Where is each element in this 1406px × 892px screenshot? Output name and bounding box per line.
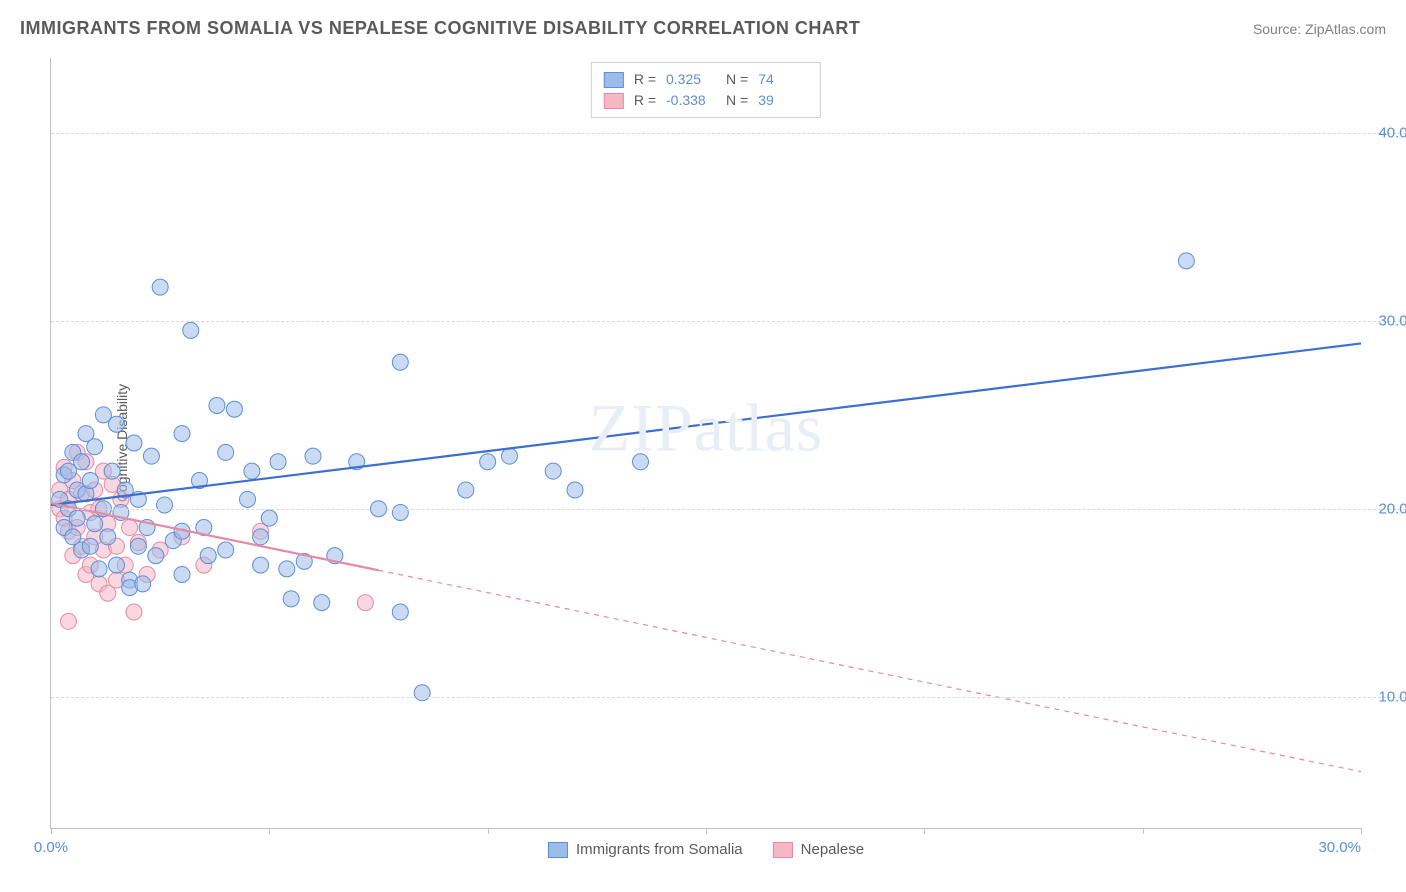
data-point [82, 538, 98, 554]
data-point [130, 538, 146, 554]
data-point [109, 557, 125, 573]
data-point [100, 529, 116, 545]
data-point [480, 454, 496, 470]
chart-area: Cognitive Disability ZIPatlas R = 0.325 … [50, 58, 1361, 829]
data-point [152, 279, 168, 295]
data-point [60, 613, 76, 629]
data-point [392, 354, 408, 370]
data-point [545, 463, 561, 479]
data-point [157, 497, 173, 513]
swatch-series-2 [604, 93, 624, 109]
data-point [135, 576, 151, 592]
data-point [502, 448, 518, 464]
data-point [392, 604, 408, 620]
legend-item-1: Immigrants from Somalia [548, 841, 743, 858]
legend-label-2: Nepalese [801, 841, 864, 858]
legend-bottom: Immigrants from Somalia Nepalese [548, 841, 864, 858]
data-point [458, 482, 474, 498]
data-point [143, 448, 159, 464]
data-point [104, 463, 120, 479]
xtick-mark [706, 828, 707, 834]
xtick-mark [924, 828, 925, 834]
data-point [279, 561, 295, 577]
data-point [87, 439, 103, 455]
data-point [87, 516, 103, 532]
xtick-mark [1361, 828, 1362, 834]
xtick-mark [269, 828, 270, 834]
chart-header: IMMIGRANTS FROM SOMALIA VS NEPALESE COGN… [20, 18, 1386, 39]
swatch-series-1 [604, 72, 624, 88]
data-point [314, 595, 330, 611]
data-point [126, 435, 142, 451]
xtick-mark [488, 828, 489, 834]
data-point [226, 401, 242, 417]
data-point [253, 557, 269, 573]
ytick-label: 30.0% [1378, 312, 1406, 329]
swatch-series-2b [773, 842, 793, 858]
data-point [1178, 253, 1194, 269]
xtick-mark [51, 828, 52, 834]
data-point [74, 454, 90, 470]
data-point [305, 448, 321, 464]
scatter-plot-svg [51, 58, 1361, 828]
data-point [261, 510, 277, 526]
n-value-2: 39 [758, 90, 808, 111]
data-point [270, 454, 286, 470]
data-point [414, 685, 430, 701]
gridline [51, 697, 1406, 698]
data-point [253, 529, 269, 545]
gridline [51, 321, 1406, 322]
xtick-label-left: 0.0% [34, 839, 68, 856]
n-value-1: 74 [758, 69, 808, 90]
data-point [392, 504, 408, 520]
data-point [148, 548, 164, 564]
data-point [126, 604, 142, 620]
swatch-series-1b [548, 842, 568, 858]
data-point [174, 566, 190, 582]
r-value-2: -0.338 [666, 90, 716, 111]
data-point [109, 416, 125, 432]
data-point [357, 595, 373, 611]
data-point [567, 482, 583, 498]
data-point [209, 397, 225, 413]
legend-label-1: Immigrants from Somalia [576, 841, 743, 858]
data-point [200, 548, 216, 564]
chart-source: Source: ZipAtlas.com [1253, 21, 1386, 37]
gridline [51, 509, 1406, 510]
regression-line-solid [51, 343, 1361, 505]
data-point [218, 542, 234, 558]
gridline [51, 133, 1406, 134]
xtick-label-right: 30.0% [1318, 839, 1361, 856]
legend-stats-row-2: R = -0.338 N = 39 [604, 90, 808, 111]
legend-stats-row-1: R = 0.325 N = 74 [604, 69, 808, 90]
chart-title: IMMIGRANTS FROM SOMALIA VS NEPALESE COGN… [20, 18, 860, 39]
data-point [633, 454, 649, 470]
data-point [183, 322, 199, 338]
data-point [122, 520, 138, 536]
data-point [69, 510, 85, 526]
data-point [174, 426, 190, 442]
ytick-label: 10.0% [1378, 688, 1406, 705]
data-point [91, 561, 107, 577]
data-point [240, 491, 256, 507]
data-point [82, 473, 98, 489]
data-point [244, 463, 260, 479]
r-value-1: 0.325 [666, 69, 716, 90]
ytick-label: 40.0% [1378, 125, 1406, 142]
legend-item-2: Nepalese [773, 841, 864, 858]
data-point [283, 591, 299, 607]
legend-stats: R = 0.325 N = 74 R = -0.338 N = 39 [591, 62, 821, 118]
data-point [218, 444, 234, 460]
regression-line-dashed [379, 570, 1362, 771]
ytick-label: 20.0% [1378, 500, 1406, 517]
xtick-mark [1143, 828, 1144, 834]
